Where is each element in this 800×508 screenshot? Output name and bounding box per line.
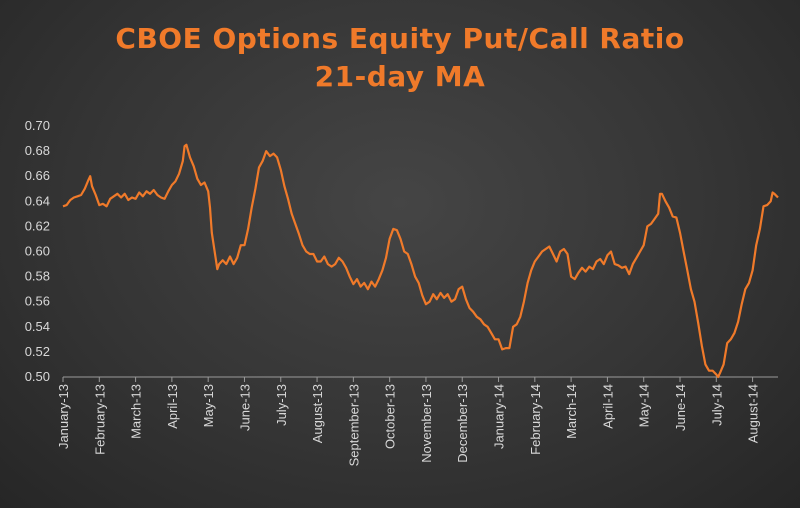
x-tick-label: August-14 [746,384,761,443]
x-tick-label: January-14 [492,384,507,449]
x-tick-label: May-14 [637,384,652,427]
y-tick-label: 0.62 [25,218,50,233]
x-tick-label: March-14 [564,384,579,439]
chart-subtitle: 21-day MA [314,60,486,93]
x-tick-label: November-13 [419,384,434,463]
x-tick-label: June-13 [237,384,252,431]
x-tick-label: May-13 [201,384,216,427]
y-axis: 0.70 0.68 0.66 0.64 0.62 0.60 0.58 0.56 0.54 0.52… [25,118,50,384]
y-tick-label: 0.70 [25,118,50,133]
y-tick-label: 0.58 [25,269,50,284]
y-tick-label: 0.52 [25,344,50,359]
y-tick-label: 0.66 [25,168,50,183]
y-tick-label: 0.50 [25,369,50,384]
y-tick-label: 0.68 [25,143,50,158]
x-tick-label: March-13 [129,384,144,439]
x-tick-label: April-14 [600,384,615,429]
y-tick-label: 0.60 [25,244,50,259]
x-axis: January-13 February-13 March-13 April-13 May… [56,376,778,466]
x-tick-label: January-13 [56,384,71,449]
y-tick-label: 0.64 [25,193,50,208]
x-tick-label: August-13 [310,384,325,443]
x-tick-label: July-13 [274,384,289,426]
x-tick-label: February-13 [92,384,107,455]
series-layer [62,143,779,379]
x-tick-label: April-13 [165,384,180,429]
x-tick-label: February-14 [528,384,543,455]
x-tick-label: September-13 [346,384,361,466]
y-tick-label: 0.54 [25,319,50,334]
y-tick-label: 0.56 [25,294,50,309]
x-tick-label: June-14 [673,384,688,431]
x-tick-label: July-14 [709,384,724,426]
series-line [62,143,779,379]
x-tick-label: December-13 [455,384,470,463]
x-tick-label: October-13 [383,384,398,449]
chart-title: CBOE Options Equity Put/Call Ratio [115,22,685,55]
